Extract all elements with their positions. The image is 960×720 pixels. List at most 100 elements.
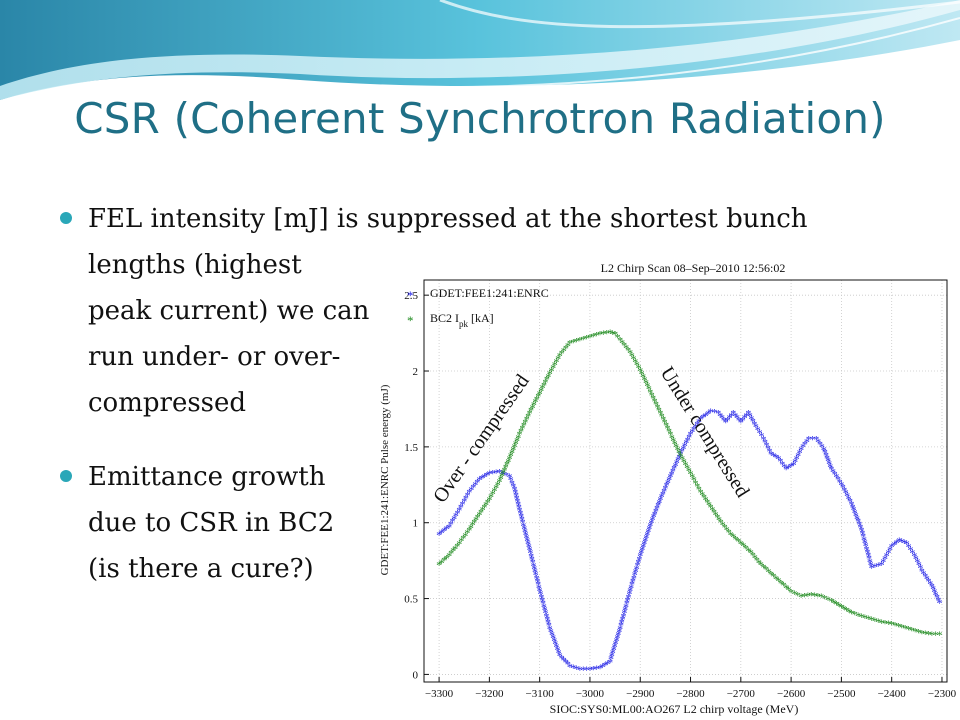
bullet-list: FEL intensity [mJ] is suppressed at the …	[60, 196, 840, 592]
data-point: *	[714, 511, 720, 525]
data-point: *	[683, 458, 689, 472]
data-point: *	[640, 370, 646, 384]
data-point: *	[495, 478, 501, 492]
data-point: *	[503, 469, 509, 483]
data-point: *	[689, 470, 695, 484]
data-point: *	[869, 613, 875, 627]
data-point: *	[804, 435, 810, 449]
data-point: *	[577, 334, 583, 348]
data-point: *	[792, 455, 798, 469]
data-point: *	[523, 528, 529, 542]
data-point: *	[919, 626, 925, 640]
data-point: *	[446, 549, 452, 563]
data-point: *	[563, 342, 569, 356]
data-point: *	[740, 539, 746, 553]
data-point: *	[857, 520, 863, 534]
data-point: *	[559, 346, 565, 360]
data-point: *	[716, 513, 722, 527]
data-point: *	[439, 526, 445, 540]
data-point: *	[652, 507, 658, 521]
data-point: *	[728, 409, 734, 423]
data-point: *	[600, 660, 606, 674]
data-point: *	[463, 491, 469, 505]
data-point: *	[724, 523, 730, 537]
chart-title: L2 Chirp Scan 08–Sep–2010 12:56:02	[601, 261, 786, 275]
data-point: *	[660, 487, 666, 501]
data-point: *	[475, 511, 481, 525]
bullet-dot-icon	[60, 212, 72, 224]
data-point: *	[626, 590, 632, 604]
data-point: *	[760, 432, 766, 446]
data-point: *	[481, 470, 487, 484]
y-axis-label: GDET:FEE1:241:ENRC Pulse energy (mJ)	[379, 384, 391, 575]
data-point: *	[675, 453, 681, 467]
data-point: *	[808, 589, 814, 603]
data-point: *	[666, 425, 672, 439]
data-point: *	[436, 528, 442, 542]
data-point: *	[706, 498, 712, 512]
data-point: *	[619, 616, 625, 630]
data-point: *	[519, 513, 525, 527]
data-point: *	[708, 405, 714, 419]
data-point: *	[815, 435, 821, 449]
data-point: *	[538, 590, 544, 604]
data-point: *	[694, 479, 700, 493]
data-point: *	[800, 440, 806, 454]
data-point: *	[650, 391, 656, 405]
data-point: *	[798, 590, 804, 604]
data-point: *	[742, 411, 748, 425]
data-point: *	[689, 425, 695, 439]
data-point: *	[875, 559, 881, 573]
data-point: *	[745, 544, 751, 558]
data-point: *	[929, 579, 935, 593]
data-point: *	[636, 552, 642, 566]
data-point: *	[600, 327, 606, 341]
data-point: *	[642, 373, 648, 387]
data-point: *	[806, 432, 812, 446]
data-point: *	[648, 516, 654, 530]
data-point: *	[704, 495, 710, 509]
data-point: *	[538, 587, 544, 601]
data-point: *	[607, 655, 613, 669]
data-point: *	[783, 463, 789, 477]
data-point: *	[745, 406, 751, 420]
data-point: *	[884, 549, 890, 563]
data-point: *	[855, 515, 861, 529]
data-point: *	[906, 540, 912, 554]
data-point: *	[879, 616, 885, 630]
data-point: *	[626, 587, 632, 601]
data-point: *	[670, 465, 676, 479]
data-point: *	[865, 612, 871, 626]
data-point: *	[550, 361, 556, 375]
data-point: *	[895, 619, 901, 633]
data-point: *	[776, 452, 782, 466]
series-green: ****************************************…	[436, 326, 942, 642]
data-point: *	[618, 619, 624, 633]
data-point: *	[664, 479, 670, 493]
data-point: *	[833, 598, 839, 612]
data-point: *	[812, 589, 818, 603]
data-point: *	[783, 581, 789, 595]
data-point: *	[466, 523, 472, 537]
data-point: *	[720, 518, 726, 532]
data-point: *	[693, 476, 699, 490]
data-point: *	[529, 552, 535, 566]
y-tick-label: 0	[413, 669, 419, 681]
data-point: *	[734, 411, 740, 425]
data-point: *	[786, 583, 792, 597]
data-point: *	[479, 472, 485, 486]
data-point: *	[836, 599, 842, 613]
data-point: *	[490, 467, 496, 481]
data-point: *	[613, 634, 619, 648]
data-point: *	[543, 606, 549, 620]
data-point: *	[631, 352, 637, 366]
legend-label-blue: GDET:FEE1:241:ENRC	[430, 286, 549, 300]
data-point: *	[629, 349, 635, 363]
data-point: *	[490, 487, 496, 501]
y-tick-label: 0.5	[404, 594, 418, 606]
data-point: *	[620, 609, 626, 623]
data-point: *	[518, 425, 524, 439]
data-point: *	[541, 600, 547, 614]
data-point: *	[532, 395, 538, 409]
data-point: *	[525, 410, 531, 424]
